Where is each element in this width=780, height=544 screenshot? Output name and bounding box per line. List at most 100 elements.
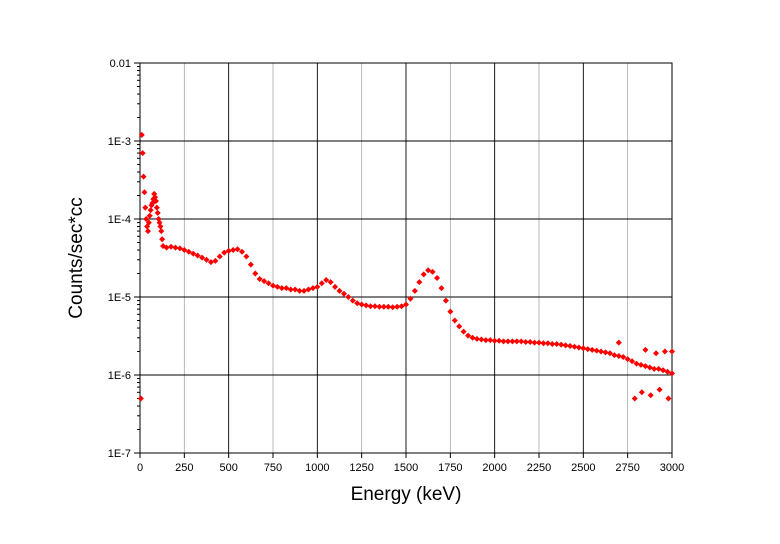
data-point — [629, 358, 636, 365]
data-point — [593, 347, 600, 354]
data-point — [345, 294, 352, 300]
data-point — [567, 343, 574, 350]
data-point — [504, 338, 511, 345]
data-point — [199, 254, 206, 261]
data-point — [487, 337, 494, 344]
data-point — [380, 303, 387, 310]
data-point — [602, 349, 609, 356]
data-point — [270, 282, 276, 289]
data-point — [473, 335, 480, 342]
data-point — [651, 365, 658, 372]
x-tick-label: 250 — [175, 462, 193, 474]
data-point — [243, 253, 250, 260]
data-point — [152, 198, 159, 205]
data-point — [642, 346, 649, 353]
data-point — [247, 261, 254, 268]
x-tick-label: 2500 — [571, 462, 595, 474]
data-point — [371, 303, 378, 310]
data-point — [669, 348, 675, 355]
data-point — [137, 395, 144, 402]
data-point — [261, 278, 268, 285]
data-point — [305, 286, 312, 293]
data-point — [323, 277, 330, 284]
data-point — [203, 256, 210, 263]
data-point — [181, 247, 188, 254]
data-point — [314, 283, 321, 290]
data-point — [438, 285, 445, 292]
data-point — [420, 271, 427, 278]
data-point — [509, 338, 516, 345]
data-point — [318, 280, 325, 287]
data-point — [451, 317, 458, 324]
y-tick-label: 1E-7 — [108, 448, 131, 460]
data-point — [156, 219, 163, 226]
data-point — [656, 386, 663, 393]
data-point — [309, 285, 316, 292]
data-point — [168, 243, 175, 250]
x-tick-label: 1750 — [438, 462, 462, 474]
data-point — [216, 253, 223, 260]
data-point — [283, 285, 290, 292]
data-point — [140, 173, 147, 180]
data-point — [367, 303, 374, 310]
data-point — [631, 395, 638, 402]
data-point — [212, 257, 219, 264]
x-axis-title: Energy (keV) — [351, 484, 462, 505]
data-point — [482, 337, 489, 344]
data-point — [301, 287, 308, 294]
data-point — [611, 352, 618, 359]
data-point — [158, 228, 165, 235]
data-point — [142, 204, 149, 211]
data-point — [230, 247, 237, 254]
x-tick-label: 750 — [264, 462, 282, 474]
data-point — [265, 280, 272, 287]
x-tick-label: 1500 — [394, 462, 418, 474]
data-point — [389, 304, 396, 311]
data-point — [536, 339, 542, 346]
data-point — [172, 244, 179, 251]
data-point — [225, 247, 232, 254]
data-point — [606, 350, 613, 357]
axis-ticks: 0 250 500 750 1000 1250 1500 1750 2000 2250 2500 27… — [108, 58, 684, 474]
data-point — [522, 338, 529, 345]
data-point — [491, 337, 498, 344]
data-point — [256, 276, 263, 283]
x-tick-label: 2250 — [527, 462, 551, 474]
data-point — [159, 236, 166, 243]
data-point — [646, 364, 653, 371]
data-point — [292, 286, 299, 293]
data-point — [141, 189, 148, 196]
data-point — [143, 216, 150, 222]
data-point — [669, 370, 675, 377]
data-point — [653, 350, 660, 357]
data-point — [469, 334, 476, 341]
data-point — [238, 248, 245, 255]
y-tick-label: 1E-6 — [108, 370, 131, 382]
data-point — [589, 346, 596, 353]
data-point — [385, 303, 392, 310]
data-point — [633, 360, 640, 367]
data-point — [562, 342, 569, 349]
y-tick-label: 1E-5 — [108, 292, 131, 304]
data-point — [252, 270, 259, 277]
data-point — [153, 204, 160, 211]
data-point — [434, 275, 441, 282]
data-point — [398, 303, 405, 310]
data-point — [571, 343, 578, 350]
data-point — [540, 340, 547, 347]
x-tick-label: 1000 — [305, 462, 329, 474]
data-point — [207, 259, 214, 266]
data-point — [234, 246, 241, 253]
data-point — [620, 354, 627, 361]
data-point — [394, 303, 401, 310]
data-point — [500, 338, 507, 345]
data-point — [425, 267, 432, 274]
data-point — [615, 339, 622, 346]
data-point — [580, 345, 587, 352]
data-point — [147, 207, 154, 214]
x-tick-label: 2750 — [615, 462, 639, 474]
data-point — [429, 268, 436, 275]
data-point — [221, 249, 228, 256]
data-point — [376, 303, 383, 310]
